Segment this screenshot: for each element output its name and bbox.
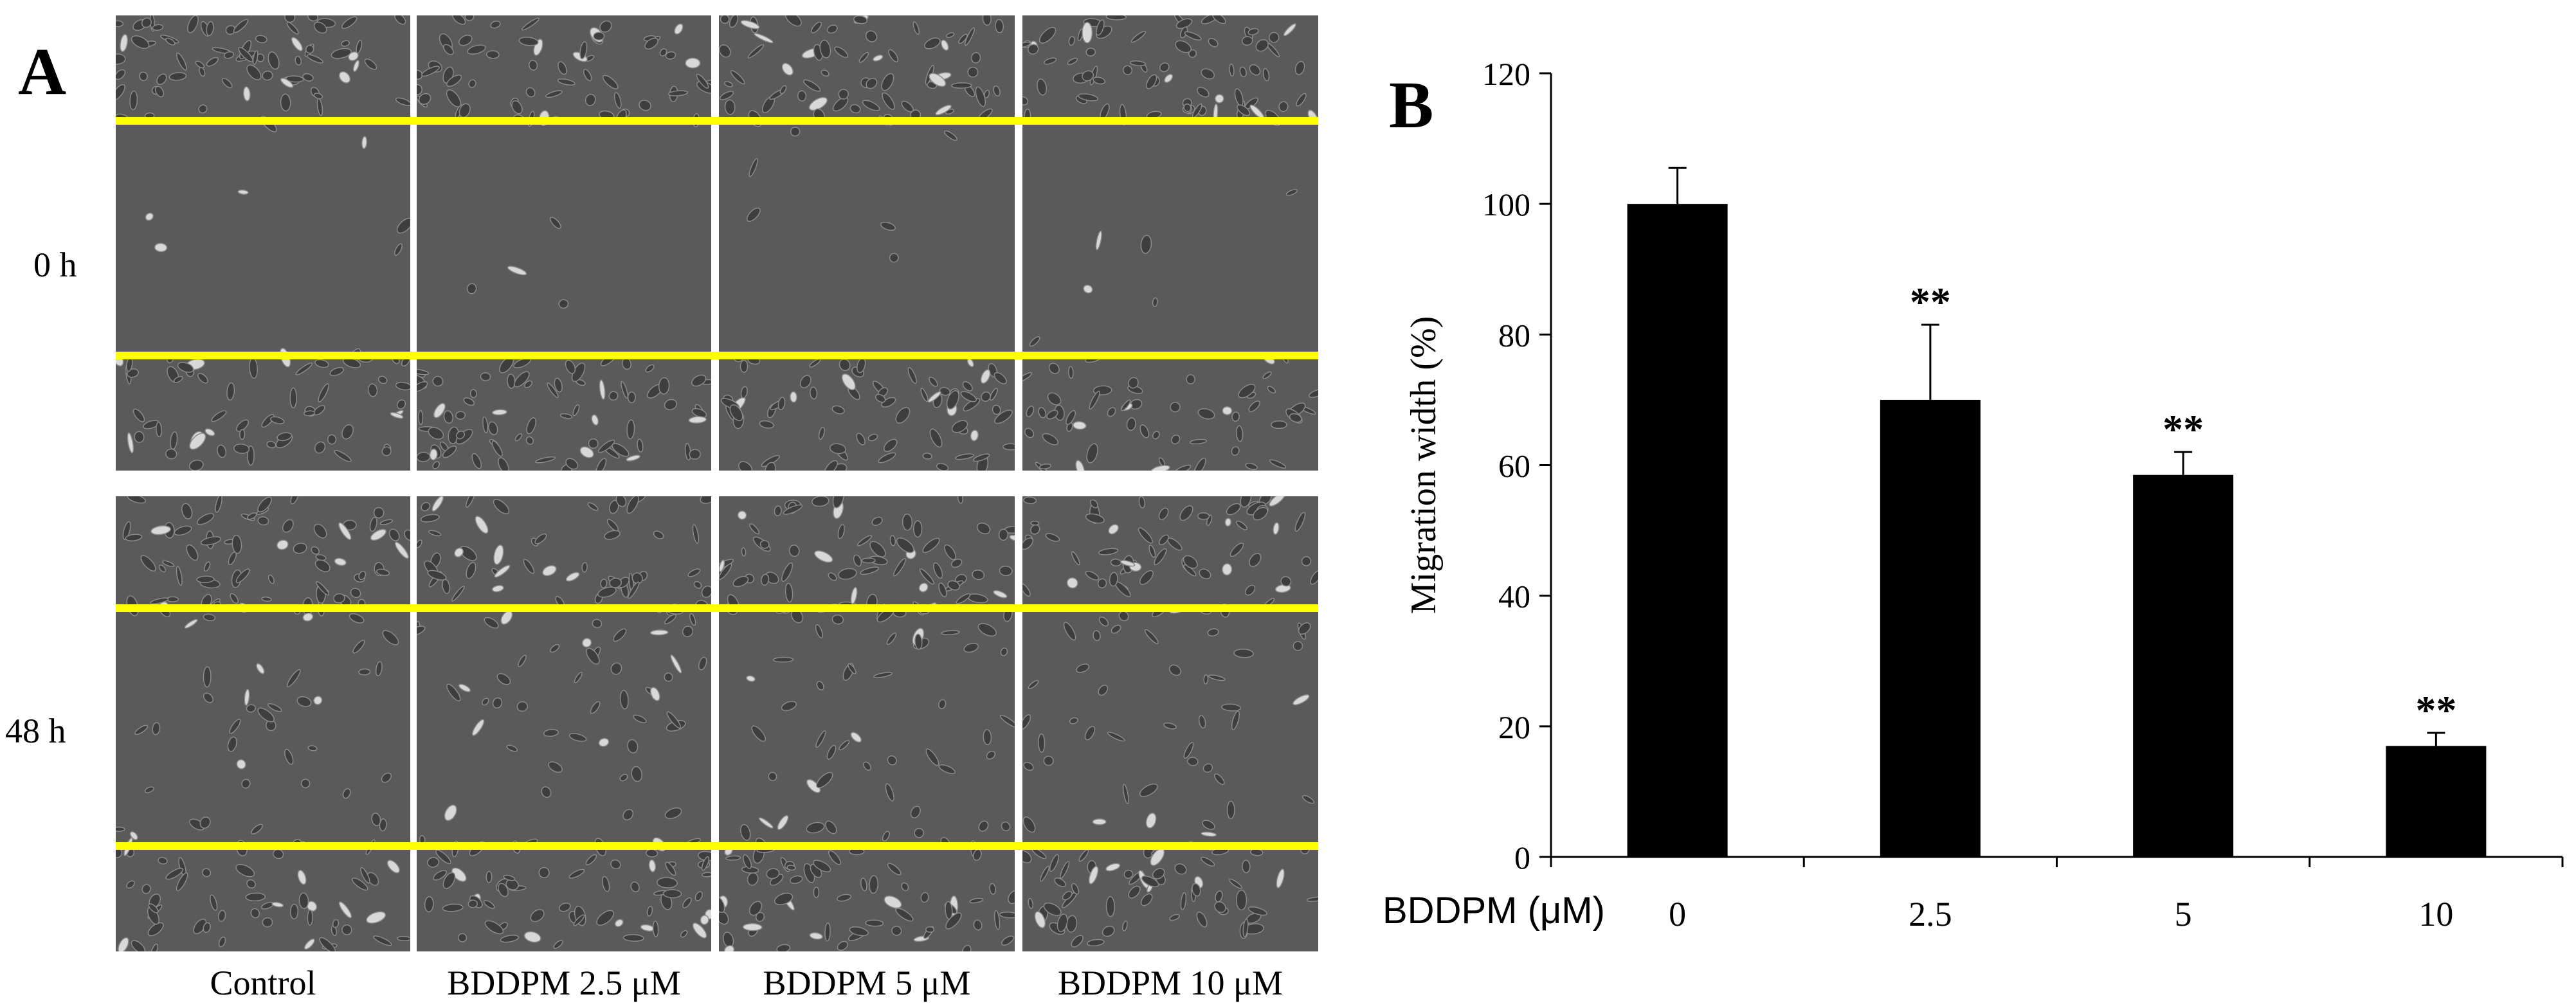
bar	[1627, 204, 1728, 858]
y-tick-label: 80	[1498, 317, 1530, 353]
scratch-line-0h-top	[116, 117, 1318, 125]
micrograph-48h-bddpm-2-5	[417, 496, 711, 951]
y-tick-label: 60	[1498, 448, 1530, 484]
y-tick-label: 120	[1482, 56, 1530, 92]
micrograph-48h-control	[116, 496, 410, 951]
significance-marker: **	[2415, 687, 2456, 733]
x-prefix-label: BDDPM (μM)	[1383, 890, 1605, 932]
row-label-48h: 48 h	[5, 712, 66, 750]
micrograph-0h-bddpm-5	[719, 15, 1015, 471]
scratch-line-48h-top	[116, 604, 1318, 612]
y-axis-title: Migration width (%)	[1404, 316, 1444, 614]
y-tick-label: 20	[1498, 709, 1530, 745]
scratch-line-48h-bottom	[116, 842, 1318, 850]
bar	[2386, 746, 2487, 857]
x-tick-label: 2.5	[1909, 895, 1952, 933]
scratch-line-0h-bottom	[116, 352, 1318, 359]
y-tick-label: 100	[1482, 186, 1530, 222]
row-label-0h: 0 h	[33, 246, 77, 284]
micrograph-0h-control	[116, 15, 410, 471]
panel-a-label: A	[18, 35, 67, 109]
x-tick-label: 5	[2175, 895, 2192, 933]
y-tick-label: 40	[1498, 579, 1530, 615]
column-label-bddpm-10: BDDPM 10 μM	[1057, 964, 1283, 1002]
column-label-control: Control	[210, 964, 316, 1002]
micrograph-0h-bddpm-2-5	[417, 15, 711, 471]
significance-marker: **	[1910, 279, 1951, 325]
bar	[1880, 399, 1981, 857]
significance-marker: **	[2163, 406, 2204, 452]
column-label-bddpm-2-5: BDDPM 2.5 μM	[447, 964, 681, 1002]
micrograph-48h-bddpm-5	[719, 496, 1015, 951]
micrograph-0h-bddpm-10	[1022, 15, 1318, 471]
panel-b-label: B	[1389, 68, 1434, 142]
bar	[2133, 474, 2234, 857]
x-tick-label: 0	[1669, 895, 1686, 933]
x-tick-label: 10	[2418, 895, 2453, 933]
y-tick-label: 0	[1514, 840, 1530, 876]
column-label-bddpm-5: BDDPM 5 μM	[763, 964, 971, 1002]
micrograph-48h-bddpm-10	[1022, 496, 1318, 951]
